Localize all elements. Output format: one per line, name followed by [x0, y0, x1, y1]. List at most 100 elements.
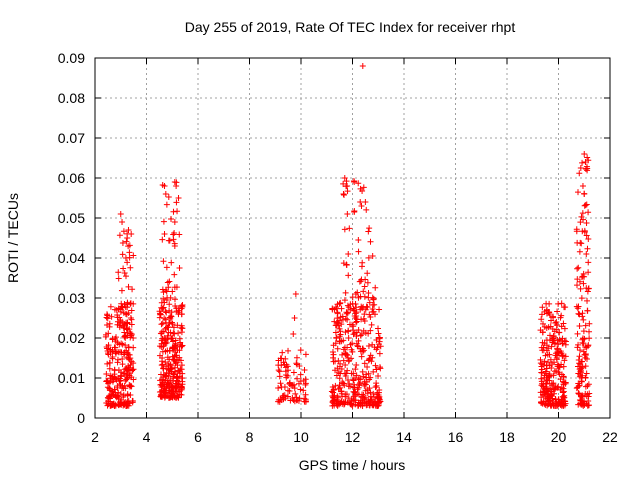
data-point	[296, 363, 303, 370]
data-point	[332, 304, 339, 311]
data-point	[558, 323, 565, 330]
data-point	[577, 393, 584, 400]
data-point	[292, 291, 299, 297]
data-point	[170, 371, 177, 378]
data-point	[554, 345, 561, 352]
data-point	[340, 191, 347, 197]
data-point	[171, 271, 178, 278]
data-point	[163, 288, 170, 295]
data-point	[369, 301, 376, 308]
data-point	[582, 363, 589, 370]
data-point	[124, 398, 131, 405]
data-point	[275, 385, 282, 392]
data-point	[121, 301, 128, 308]
data-point	[541, 323, 548, 330]
data-point	[172, 337, 179, 344]
data-point	[173, 284, 180, 291]
data-point	[158, 371, 165, 378]
data-point	[365, 342, 372, 349]
data-point	[333, 372, 340, 379]
data-point	[158, 304, 165, 311]
data-point	[159, 286, 166, 293]
data-point	[345, 272, 352, 279]
data-point	[366, 225, 373, 232]
data-point	[574, 282, 581, 289]
data-point	[110, 400, 117, 407]
data-point	[332, 367, 339, 374]
data-point	[286, 388, 293, 395]
data-point	[372, 284, 379, 291]
data-point	[350, 331, 357, 338]
data-point	[171, 296, 178, 303]
data-point	[330, 351, 337, 358]
data-point	[345, 304, 352, 311]
data-point	[286, 380, 293, 387]
data-point	[115, 269, 122, 276]
data-point	[332, 340, 339, 347]
data-point	[163, 264, 170, 271]
data-point	[127, 300, 134, 307]
data-point	[375, 341, 382, 348]
y-tick-label: 0.04	[58, 250, 85, 266]
data-point	[163, 383, 170, 390]
data-point	[341, 297, 348, 304]
data-point	[374, 394, 381, 401]
data-point	[338, 338, 345, 345]
data-point	[579, 313, 586, 320]
data-point	[364, 390, 371, 397]
data-point	[578, 274, 585, 281]
data-point	[343, 178, 350, 185]
data-point	[166, 394, 173, 401]
x-tick-label: 6	[194, 429, 202, 445]
data-point	[165, 329, 172, 336]
data-point	[349, 340, 356, 347]
data-point	[581, 229, 588, 236]
data-point	[358, 331, 365, 338]
data-point	[167, 312, 174, 319]
data-point	[107, 303, 114, 310]
data-point	[555, 369, 562, 376]
data-point	[175, 305, 182, 312]
data-point	[351, 178, 358, 185]
data-point	[371, 399, 378, 406]
data-point	[170, 231, 177, 238]
data-point	[343, 262, 350, 269]
data-point	[337, 300, 344, 307]
data-point	[124, 235, 131, 241]
data-point	[357, 332, 364, 339]
data-point	[584, 297, 591, 304]
data-point	[353, 333, 360, 340]
data-point	[351, 389, 358, 396]
data-point	[349, 294, 356, 301]
data-point	[364, 279, 371, 286]
data-point	[168, 259, 175, 266]
data-point	[117, 306, 124, 313]
y-tick-label: 0.06	[58, 170, 85, 186]
data-point	[544, 395, 551, 402]
data-point	[333, 334, 340, 341]
data-point	[116, 378, 123, 385]
data-point	[546, 377, 553, 384]
data-point	[361, 382, 368, 389]
data-point	[120, 228, 127, 235]
data-point	[352, 366, 359, 373]
x-tick-label: 20	[551, 429, 567, 445]
data-point	[165, 373, 172, 380]
data-point	[104, 347, 111, 354]
data-point	[295, 380, 302, 387]
data-point	[122, 304, 129, 311]
data-point	[117, 375, 124, 382]
data-point	[127, 391, 134, 398]
data-point	[166, 314, 173, 321]
data-point	[130, 376, 137, 383]
data-point	[277, 355, 284, 362]
data-point	[582, 166, 589, 173]
data-point	[559, 352, 566, 359]
data-point	[584, 307, 591, 314]
data-point	[171, 179, 178, 185]
data-point	[366, 402, 373, 409]
data-point	[367, 238, 374, 245]
data-point	[285, 347, 292, 354]
data-point	[124, 371, 131, 378]
data-point	[342, 289, 349, 296]
